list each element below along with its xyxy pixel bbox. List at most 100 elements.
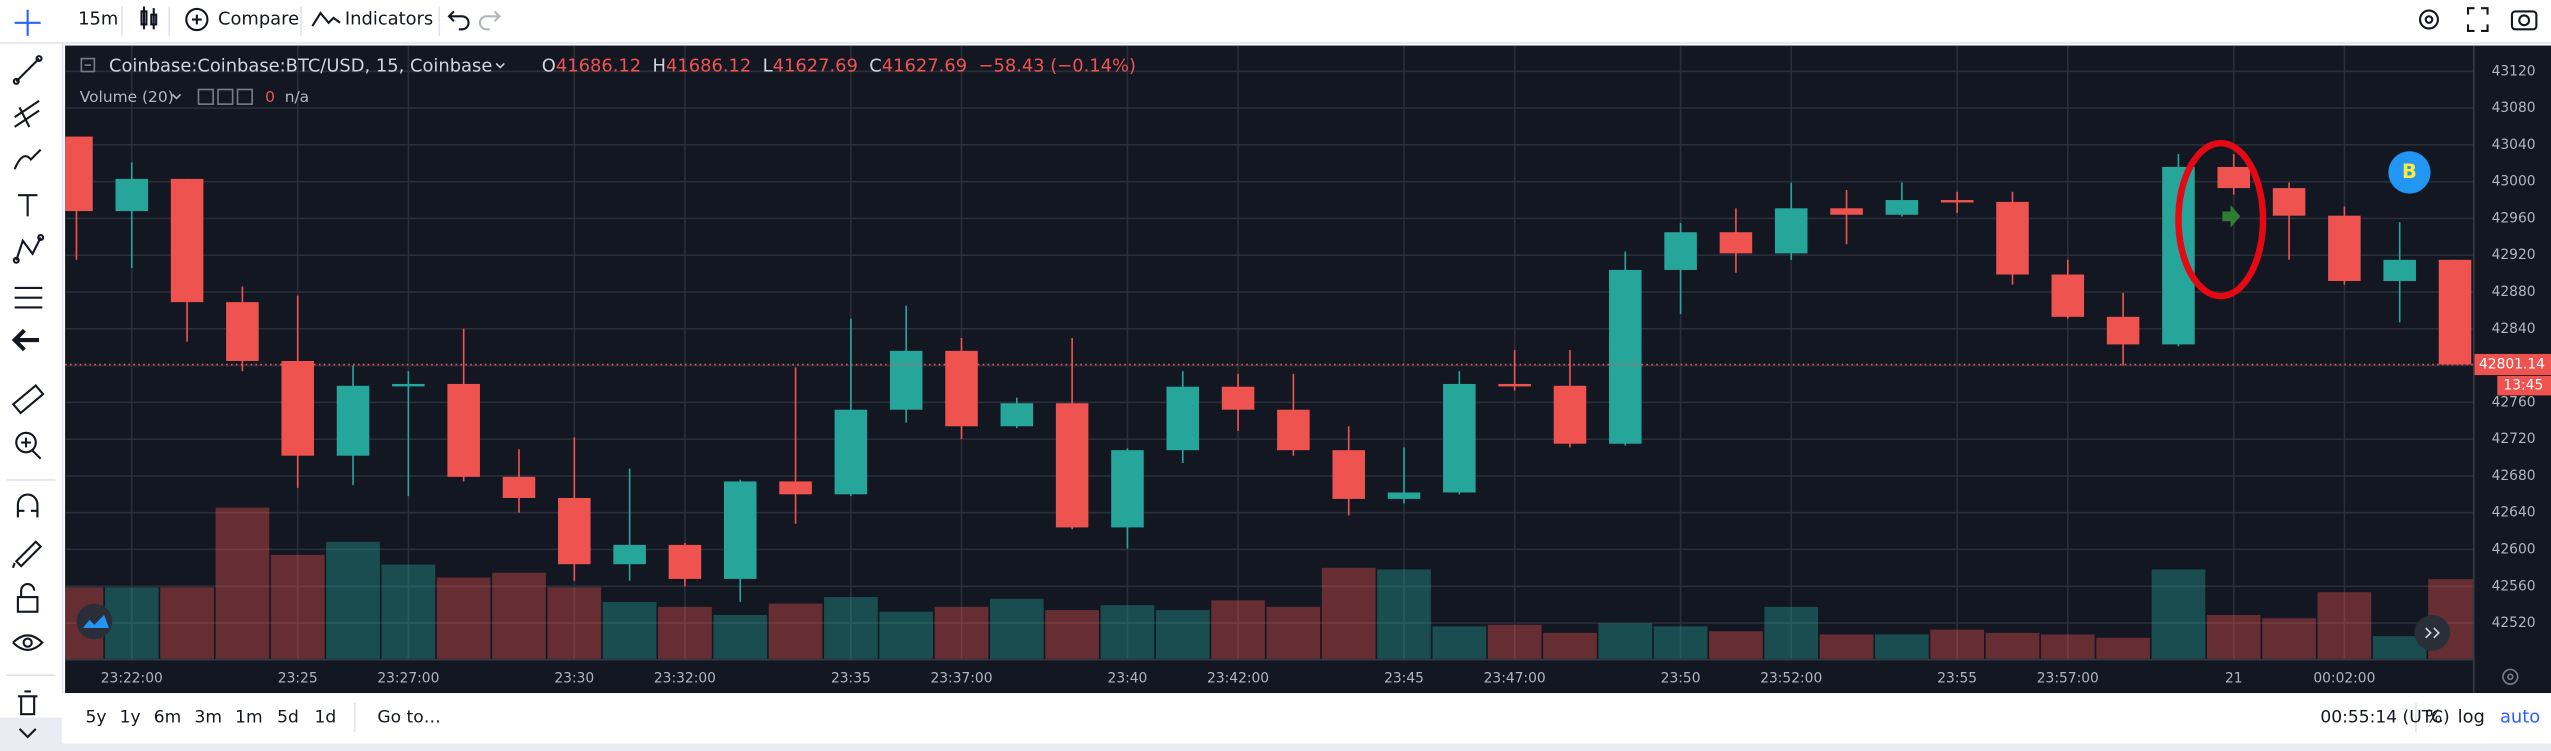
ohlc-value: 41686.12 xyxy=(556,56,641,77)
compare-button[interactable]: Compare xyxy=(218,9,299,30)
volume-bar xyxy=(1432,626,1487,659)
volume-bar xyxy=(989,598,1044,659)
candle-body xyxy=(2438,259,2472,365)
candle-body xyxy=(613,544,646,565)
y-tick-label: 43120 xyxy=(2492,63,2536,79)
candle-body xyxy=(65,136,93,212)
candle-body xyxy=(2383,259,2416,281)
volume-legend[interactable]: Volume (20) xyxy=(80,88,174,106)
chart-style-button[interactable] xyxy=(140,6,158,30)
x-tick-label: 23:27:00 xyxy=(377,670,439,686)
compare-icon[interactable] xyxy=(185,7,209,32)
candle-body xyxy=(1055,403,1089,528)
log-toggle[interactable]: log xyxy=(2458,706,2485,727)
auto-toggle[interactable]: auto xyxy=(2500,706,2540,727)
candle-body xyxy=(2217,166,2251,189)
axes: 4252042560426004264042680427204276042800… xyxy=(65,63,2551,686)
snapshot-button[interactable] xyxy=(2510,10,2538,31)
candle-body xyxy=(1387,492,1421,499)
candle-body xyxy=(2328,215,2361,281)
ohlc-value: 41686.12 xyxy=(666,56,751,77)
indicators-button[interactable]: Indicators xyxy=(345,9,433,30)
candle-body xyxy=(502,476,536,498)
volume-bar xyxy=(2206,614,2261,659)
range-button[interactable]: 1m xyxy=(235,707,263,727)
axis-settings[interactable] xyxy=(2502,668,2519,685)
x-tick-label: 23:25 xyxy=(278,670,318,686)
interval-button[interactable]: 15m xyxy=(78,9,118,30)
y-tick-label: 42920 xyxy=(2492,247,2536,263)
volume-bar xyxy=(1819,634,1874,659)
fullscreen-button[interactable] xyxy=(2466,7,2489,32)
candle-body xyxy=(226,302,259,361)
scroll-to-end[interactable] xyxy=(2414,614,2451,651)
range-button[interactable]: 1y xyxy=(120,707,141,727)
undo-button[interactable] xyxy=(447,10,470,31)
candle-body xyxy=(889,350,923,410)
scroll-to-end-icon xyxy=(2425,627,2440,639)
goto-button[interactable]: Go to… xyxy=(377,707,440,727)
volume-bar xyxy=(1875,634,1929,659)
x-tick-label: 21 xyxy=(2225,670,2243,686)
change-value: −58.43 (−0.14%) xyxy=(978,56,1136,77)
left-toolbar xyxy=(0,43,62,751)
candle-body xyxy=(2106,316,2140,345)
volume-chevron[interactable] xyxy=(171,93,182,100)
symbol-legend[interactable]: Coinbase:Coinbase:BTC/USD, 15, Coinbase xyxy=(109,56,492,77)
volume-bar xyxy=(1155,610,1210,659)
percent-toggle[interactable]: % xyxy=(2425,706,2442,727)
settings-button[interactable] xyxy=(2418,9,2439,30)
candle-body xyxy=(2051,274,2085,317)
candle-body xyxy=(2272,188,2306,216)
marker-label[interactable]: B xyxy=(2402,160,2417,183)
highlight-ellipse xyxy=(2175,139,2267,300)
x-tick-label: 23:57:00 xyxy=(2037,670,2099,686)
countdown-badge xyxy=(2497,375,2551,396)
x-tick-label: 23:37:00 xyxy=(930,670,992,686)
candle-body xyxy=(1277,409,1310,451)
candle-body xyxy=(1996,201,2029,275)
y-tick-label: 42880 xyxy=(2492,284,2536,300)
volume-bar xyxy=(658,606,712,659)
collapse-legend[interactable] xyxy=(80,57,96,73)
top-toolbar xyxy=(0,0,2551,43)
x-tick-label: 00:02:00 xyxy=(2313,670,2375,686)
range-button[interactable]: 5d xyxy=(277,707,299,727)
range-button[interactable]: 6m xyxy=(154,707,182,727)
volume-bar xyxy=(1487,624,1542,659)
countdown-label: 13:45 xyxy=(2503,378,2543,394)
volume-bar xyxy=(1211,600,1265,659)
candle-body xyxy=(336,385,370,456)
candle-series xyxy=(65,136,2472,602)
candle-body xyxy=(945,350,978,427)
y-tick-label: 43040 xyxy=(2492,137,2536,153)
range-button[interactable]: 1d xyxy=(315,707,337,727)
candle-body xyxy=(1166,386,1200,451)
redo-button[interactable] xyxy=(478,10,501,31)
volume-legend-buttons[interactable] xyxy=(197,88,253,105)
symbol-chevron[interactable] xyxy=(495,62,505,69)
range-button[interactable]: 5y xyxy=(85,707,106,727)
x-tick-label: 23:52:00 xyxy=(1760,670,1822,686)
candle-body xyxy=(558,497,591,565)
range-button[interactable]: 3m xyxy=(194,707,222,727)
volume-bar xyxy=(547,587,602,659)
volume-bar xyxy=(2372,636,2427,659)
y-tick-label: 42520 xyxy=(2492,615,2536,631)
volume-bar xyxy=(2040,634,2095,659)
ohlc-value: 41627.69 xyxy=(773,56,858,77)
logo[interactable] xyxy=(76,603,113,640)
indicators-icon[interactable] xyxy=(311,11,341,27)
candle-body xyxy=(1221,386,1255,410)
volume-value: 0 xyxy=(265,88,275,106)
volume-bar xyxy=(1764,606,1819,659)
candle-body xyxy=(281,360,314,456)
volume-bar xyxy=(160,587,214,659)
x-tick-label: 23:45 xyxy=(1384,670,1424,686)
candle-body xyxy=(1664,232,1697,270)
x-tick-label: 23:22:00 xyxy=(101,670,163,686)
ohlc-label: C xyxy=(869,56,881,77)
marker-badge[interactable] xyxy=(2388,151,2431,194)
signal-arrow xyxy=(2222,204,2241,228)
last-price-badge xyxy=(2474,353,2551,376)
